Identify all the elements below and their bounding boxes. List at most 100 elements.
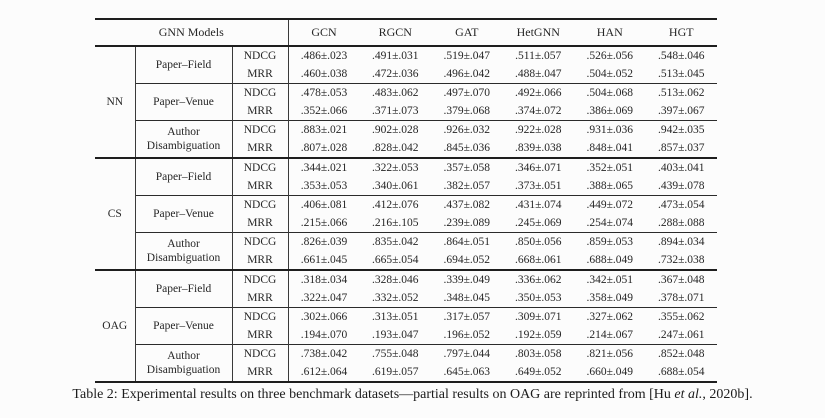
table-row: MRR .194±.070 .193±.047 .196±.052 .192±.… <box>95 326 717 345</box>
metric-label: NDCG <box>231 46 288 65</box>
result-cell: .486±.023 <box>287 46 360 65</box>
model-header-hetgnn: HetGNN <box>502 18 574 47</box>
metric-label: NDCG <box>231 269 288 289</box>
table-row: Author Disambiguation NDCG .826±.039 .83… <box>95 232 717 270</box>
metric-label: NDCG <box>231 83 288 102</box>
dataset-label-cs: CS <box>95 157 135 270</box>
result-cell: .845±.036 <box>443 141 491 154</box>
result-cell: .348±.045 <box>443 291 491 304</box>
table-row: MRR .612±.064 .619±.057 .645±.063 .649±.… <box>95 363 717 383</box>
result-cell: .353±.053 <box>287 177 360 196</box>
result-cell: .668±.061 <box>514 253 562 266</box>
result-cell: .473±.054 <box>645 195 717 214</box>
result-cell: .835±.042 <box>359 232 431 251</box>
result-cell: .755±.048 <box>359 344 431 363</box>
table-row: MRR .807±.028 .828±.042 .845±.036 .839±.… <box>95 139 717 158</box>
task-label: Paper–Venue <box>134 307 232 345</box>
table-caption: Table 2: Experimental results on three b… <box>0 387 825 403</box>
metric-label: MRR <box>231 65 288 84</box>
gnn-models-header: GNN Models <box>95 18 288 47</box>
result-cell: .645±.063 <box>431 363 503 383</box>
result-cell: .350±.053 <box>514 291 562 304</box>
model-header-gcn: GCN <box>287 18 360 47</box>
result-cell: .322±.053 <box>359 157 431 177</box>
table-row: MRR .661±.045 .665±.054 .694±.052 .668±.… <box>95 251 717 270</box>
table-row: NN Paper–Field NDCG .486±.023 .491±.031 … <box>95 46 717 108</box>
task-label: Paper–Venue <box>134 195 232 233</box>
result-cell: .339±.049 <box>431 269 503 289</box>
task-label: Paper–Field <box>134 157 232 196</box>
result-cell: .828±.042 <box>371 141 419 154</box>
result-cell: .379±.068 <box>443 104 491 117</box>
result-cell: .437±.082 <box>431 195 503 214</box>
dataset-label-oag: OAG <box>95 269 135 383</box>
result-cell: .358±.049 <box>586 291 634 304</box>
result-cell: .412±.076 <box>359 195 431 214</box>
result-cell: .513±.045 <box>657 67 705 80</box>
result-cell: .511±.057 <box>515 49 562 62</box>
result-cell: .488±.047 <box>514 67 562 80</box>
result-cell: .738±.042 <box>287 344 360 363</box>
result-cell: .548±.046 <box>657 49 705 62</box>
result-cell: .519±.047 <box>443 49 491 62</box>
table-row: MRR .215±.066 .216±.105 .239±.089 .245±.… <box>95 214 717 233</box>
result-cell: .472±.036 <box>371 67 419 80</box>
metric-label: NDCG <box>231 120 288 139</box>
results-table: GNN Models GCN RGCN GAT HetGNN HAN HGT N… <box>95 18 717 383</box>
result-cell: .216±.105 <box>371 216 419 229</box>
result-cell: .336±.062 <box>502 269 574 289</box>
result-cell: .826±.039 <box>287 232 360 251</box>
result-cell: .254±.074 <box>586 216 634 229</box>
result-cell: .612±.064 <box>287 363 360 383</box>
model-header-han: HAN <box>574 18 646 47</box>
result-cell: .902±.028 <box>359 120 431 139</box>
result-cell: .478±.053 <box>287 83 360 102</box>
result-cell: .388±.065 <box>586 179 634 192</box>
task-label: Paper–Venue <box>134 83 232 121</box>
result-cell: .688±.049 <box>586 253 634 266</box>
result-cell: .619±.057 <box>359 363 431 383</box>
result-cell: .194±.070 <box>287 326 360 345</box>
result-cell: .357±.058 <box>431 157 503 177</box>
result-cell: .406±.081 <box>287 195 360 214</box>
model-header-hgt: HGT <box>645 18 717 47</box>
result-cell: .926±.032 <box>431 120 503 139</box>
dataset-label-nn: NN <box>106 95 124 108</box>
result-cell: .403±.041 <box>645 157 717 177</box>
result-cell: .397±.067 <box>657 104 705 117</box>
result-cell: .340±.061 <box>371 179 419 192</box>
result-cell: .850±.056 <box>502 232 574 251</box>
result-cell: .496±.042 <box>443 67 491 80</box>
result-cell: .852±.048 <box>645 344 717 363</box>
model-header-rgcn: RGCN <box>359 18 431 47</box>
metric-label: MRR <box>231 102 288 121</box>
result-cell: .352±.066 <box>287 102 360 121</box>
result-cell: .931±.036 <box>574 120 646 139</box>
result-cell: .848±.041 <box>586 141 634 154</box>
table-row: CS Paper–Field NDCG .344±.021 .322±.053 … <box>95 157 717 270</box>
result-cell: .665±.054 <box>371 253 419 266</box>
task-label: Author Disambiguation <box>134 232 232 270</box>
result-cell: .317±.057 <box>431 307 503 326</box>
result-cell: .803±.058 <box>502 344 574 363</box>
result-cell: .318±.034 <box>287 269 360 289</box>
metric-label: MRR <box>231 326 288 345</box>
table-row: OAG Paper–Field NDCG .318±.034 .328±.046… <box>95 269 717 383</box>
result-cell: .821±.056 <box>574 344 646 363</box>
result-cell: .688±.054 <box>645 363 717 383</box>
result-cell: .373±.051 <box>514 179 562 192</box>
task-label: Paper–Field <box>134 46 232 84</box>
result-cell: .288±.088 <box>657 216 705 229</box>
metric-label: NDCG <box>231 157 288 177</box>
caption-prefix: Table 2: Experimental results on three b… <box>72 387 675 402</box>
result-cell: .215±.066 <box>287 214 360 233</box>
result-cell: .839±.038 <box>514 141 562 154</box>
caption-suffix: , 2020b]. <box>702 387 753 402</box>
result-cell: .449±.072 <box>574 195 646 214</box>
result-cell: .894±.034 <box>645 232 717 251</box>
result-cell: .732±.038 <box>657 253 705 266</box>
result-cell: .327±.062 <box>574 307 646 326</box>
result-cell: .344±.021 <box>287 157 360 177</box>
result-cell: .797±.044 <box>431 344 503 363</box>
